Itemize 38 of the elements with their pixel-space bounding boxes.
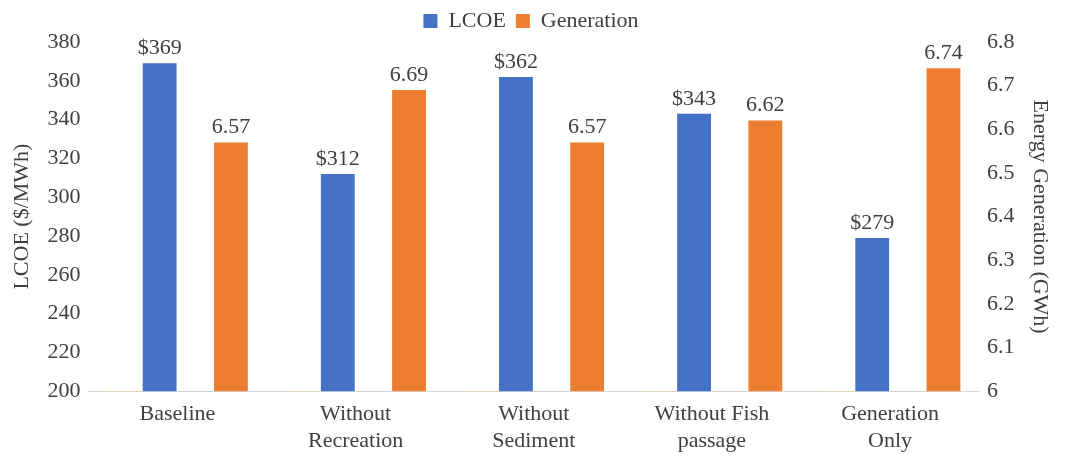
x-tick-label: Generation Only	[841, 400, 939, 452]
y-tick-label: 200	[47, 376, 81, 402]
y-tick-label: 360	[47, 66, 81, 92]
y-tick-label: 240	[47, 299, 81, 325]
y2-tick-label: 6.5	[987, 158, 1015, 184]
y-tick-label: 260	[47, 260, 81, 286]
data-label: $369	[137, 34, 182, 60]
data-label: 6.69	[389, 60, 429, 86]
y-tick-label: 320	[47, 144, 81, 170]
data-label: $362	[493, 47, 538, 73]
y-tick-label: 220	[47, 338, 81, 364]
y2-axis-title: Energy Generation (GWh)	[1029, 99, 1055, 334]
y2-tick-label: 6.3	[987, 246, 1015, 272]
data-label: 6.62	[746, 91, 785, 117]
x-tick-label: Baseline	[139, 400, 216, 426]
y-tick-label: 280	[47, 221, 81, 247]
y2-tick-label: 6.1	[987, 333, 1015, 359]
y2-tick-label: 6.7	[987, 71, 1015, 97]
y-tick-label: 300	[47, 182, 81, 208]
data-label: 6.57	[567, 113, 607, 139]
data-label: 6.74	[924, 38, 963, 64]
legend-label: Generation	[540, 6, 639, 32]
x-tick-label: Without Recreation	[307, 400, 404, 452]
y-tick-label: 380	[47, 27, 81, 53]
data-label: $279	[850, 208, 895, 234]
y-tick-label: 340	[47, 105, 81, 131]
x-tick-label: Without Fish passage	[654, 400, 770, 452]
y2-tick-label: 6.8	[987, 27, 1015, 53]
data-label: 6.57	[211, 113, 251, 139]
x-tick-label: Without Sediment	[492, 400, 576, 452]
y2-tick-label: 6.2	[987, 289, 1015, 315]
y2-tick-label: 6.4	[987, 202, 1015, 228]
y2-tick-label: 6.6	[987, 115, 1015, 141]
y-axis-title: LCOE ($/MWh)	[7, 143, 33, 290]
data-label: $312	[315, 144, 360, 170]
y2-tick-label: 6	[987, 376, 999, 402]
data-label: $343	[672, 84, 717, 110]
legend-label: LCOE	[448, 6, 506, 32]
